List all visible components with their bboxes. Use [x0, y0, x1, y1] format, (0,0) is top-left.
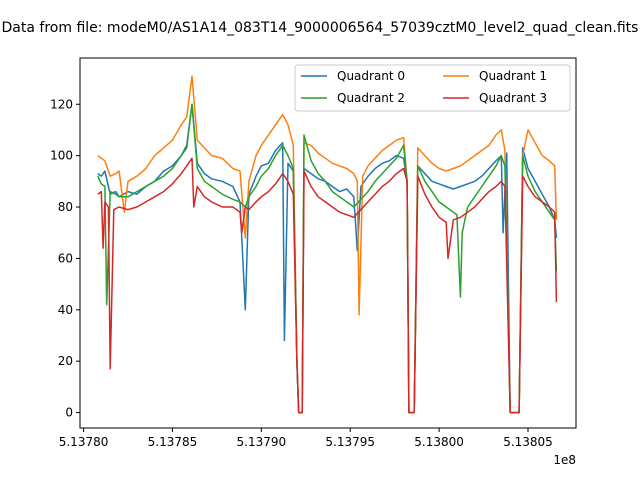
x-tick-label: 5.13805 — [503, 435, 553, 449]
x-tick-label: 5.13795 — [325, 435, 375, 449]
legend-label-quadrant-1: Quadrant 1 — [479, 69, 547, 83]
y-tick-label: 80 — [58, 200, 73, 214]
x-axis-offset-label: 1e8 — [553, 453, 576, 467]
legend-label-quadrant-3: Quadrant 3 — [479, 91, 547, 105]
y-tick-label: 60 — [58, 251, 73, 265]
x-tick-label: 5.13800 — [414, 435, 464, 449]
y-tick-label: 20 — [58, 354, 73, 368]
legend-label-quadrant-2: Quadrant 2 — [337, 91, 405, 105]
x-tick-label: 5.13790 — [237, 435, 287, 449]
legend-label-quadrant-0: Quadrant 0 — [337, 69, 405, 83]
series-line-quadrant-2 — [97, 103, 558, 414]
y-tick-label: 40 — [58, 303, 73, 317]
axes-layer: 5.13780 5.13785 5.13790 5.13795 5.13800 5.138… — [50, 97, 553, 449]
legend-frame — [294, 64, 571, 112]
series-line-quadrant-3 — [97, 157, 558, 414]
series-line-quadrant-1 — [97, 75, 558, 414]
plot-frame — [79, 57, 577, 429]
y-tick-label: 120 — [50, 97, 73, 111]
series-layer — [97, 75, 558, 414]
chart-title: Data from file: modeM0/AS1A14_083T14_900… — [2, 20, 639, 36]
x-tick-label: 5.13785 — [148, 435, 198, 449]
y-tick-label: 100 — [50, 149, 73, 163]
legend: Quadrant 0 Quadrant 1 Quadrant 2 Quadrant 3 — [294, 64, 571, 112]
x-tick-label: 5.13780 — [59, 435, 109, 449]
y-tick-label: 0 — [65, 406, 73, 420]
series-line-quadrant-0 — [97, 103, 558, 414]
